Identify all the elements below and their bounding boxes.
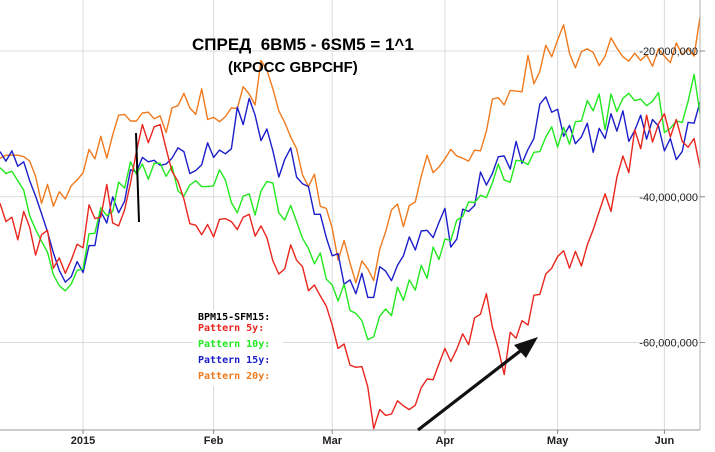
y-tick-label: -40,000,000 [639,192,698,204]
y-tick-label: -60,000,000 [639,338,698,350]
series-line-3 [0,96,701,299]
x-tick-label: 2015 [71,435,95,447]
series-line-1 [0,112,701,430]
series-line-4 [0,16,701,284]
legend-item: Pattern 5y: [198,323,264,334]
series-line-2 [0,73,701,341]
series-layer [0,16,701,430]
x-tick-label: Jun [655,435,675,447]
legend-box [193,310,283,386]
y-tick-label: -20,000,000 [639,46,698,58]
x-tick-label: Mar [322,435,342,447]
vertical-mark [135,132,140,223]
legend: BPM15-SFM15: Pattern 5y: Pattern 10y: Patt… [193,310,283,386]
x-tick-label: Feb [204,435,224,447]
x-tick-label: May [547,435,569,447]
legend-item: Pattern 20y: [198,371,270,382]
trend-arrow [417,337,538,432]
y-tick-layer: -20,000,000 -40,000,000 -60,000,000 [639,46,705,350]
x-tick-layer: 2015 Feb Mar Apr May Jun [71,430,675,447]
grid-layer [0,0,700,430]
legend-title: BPM15-SFM15: [198,312,270,323]
chart-subtitle: (КРОСС GBPCHF) [228,59,358,76]
chart-title: СПРЕД 6BM5 - 6SM5 = 1^1 [192,35,414,54]
legend-item: Pattern 10y: [198,339,270,350]
legend-item: Pattern 15y: [198,355,270,366]
x-tick-label: Apr [435,435,455,447]
plot-background [0,0,700,430]
